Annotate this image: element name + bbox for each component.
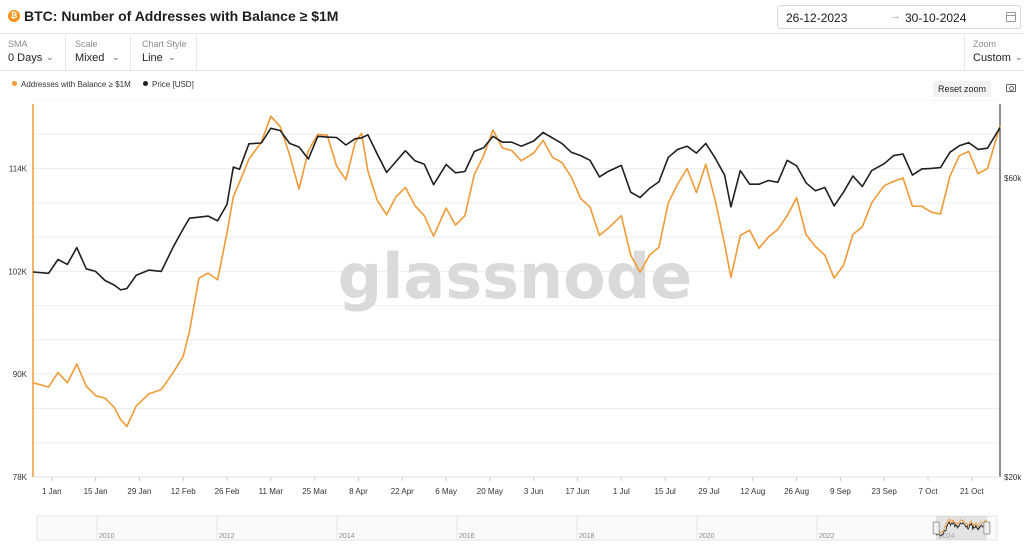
x-tick-label: 29 Jul (698, 487, 720, 496)
navigator-year-label: 2018 (579, 533, 595, 540)
legend-item-addresses[interactable]: Addresses with Balance ≥ $1M (12, 80, 131, 89)
x-tick-label: 15 Jul (654, 487, 676, 496)
y-right-tick-label: $20k (1004, 473, 1022, 482)
zoom-select[interactable]: Zoom Custom ⌄ (964, 35, 1024, 71)
x-tick-label: 11 Mar (259, 487, 284, 496)
header: ₿ BTC: Number of Addresses with Balance … (0, 0, 1024, 34)
y-left-tick-label: 90K (13, 370, 28, 379)
chart-legend: Addresses with Balance ≥ $1M Price [USD] (12, 80, 204, 89)
scale-select[interactable]: Scale Mixed ⌄ (67, 35, 131, 71)
x-tick-label: 7 Oct (918, 487, 938, 496)
legend-label-addresses: Addresses with Balance ≥ $1M (21, 80, 131, 89)
navigator-line-price (936, 521, 988, 537)
x-tick-label: 3 Jun (524, 487, 544, 496)
x-tick-label: 22 Apr (391, 487, 414, 496)
date-end-input[interactable]: 30-10-2024 (905, 11, 967, 25)
reset-zoom-button[interactable]: Reset zoom (933, 81, 991, 97)
navigator-handle-right[interactable] (983, 521, 991, 535)
sma-select[interactable]: SMA 0 Days ⌄ (0, 35, 66, 71)
glassnode-watermark: glassnode (338, 240, 692, 313)
x-tick-label: 1 Jul (613, 487, 630, 496)
x-tick-label: 1 Jan (42, 487, 62, 496)
x-tick-label: 6 May (435, 487, 457, 496)
x-tick-label: 20 May (477, 487, 503, 496)
legend-swatch-addresses (12, 81, 17, 86)
navigator-year-label: 2024 (939, 533, 955, 540)
y-right-tick-label: $60k (1004, 174, 1022, 183)
legend-label-price: Price [USD] (152, 80, 194, 89)
navigator-year-label: 2016 (459, 533, 475, 540)
navigator-year-label: 2014 (339, 533, 355, 540)
page-title: BTC: Number of Addresses with Balance ≥ … (24, 8, 339, 24)
scale-value[interactable]: Mixed (75, 52, 105, 64)
chart-style-select[interactable]: Chart Style Line ⌄ (132, 35, 197, 71)
date-start-input[interactable]: 26-12-2023 (786, 11, 848, 25)
x-tick-label: 21 Oct (960, 487, 984, 496)
zoom-label: Zoom (973, 39, 997, 49)
x-tick-label: 23 Sep (872, 487, 898, 496)
bitcoin-icon: ₿ (8, 10, 20, 22)
x-tick-label: 12 Aug (740, 487, 765, 496)
x-tick-label: 12 Feb (171, 487, 196, 496)
chevron-down-icon: ⌄ (46, 52, 54, 62)
x-tick-label: 9 Sep (830, 487, 851, 496)
calendar-icon[interactable] (1006, 12, 1016, 22)
navigator-handle-left[interactable] (932, 521, 940, 535)
chevron-down-icon: ⌄ (1015, 52, 1023, 62)
navigator[interactable]: 2010 2012 2014 2016 2018 2020 2022 2024 (0, 512, 1024, 544)
sma-value[interactable]: 0 Days (8, 52, 43, 64)
navigator-year-label: 2010 (99, 533, 115, 540)
navigator-year-label: 2012 (219, 533, 235, 540)
zoom-value[interactable]: Custom (973, 52, 1011, 64)
axes-layer: 78K 90K 102K 114K $20k $60k 1 Jan 15 Jan 29 Jan 1… (8, 104, 1022, 496)
navigator-year-label: 2020 (699, 533, 715, 540)
chart-style-label: Chart Style (142, 39, 187, 49)
navigator-year-label: 2022 (819, 533, 835, 540)
camera-icon[interactable] (1006, 84, 1016, 92)
series-layer (32, 115, 1001, 428)
series-line-price[interactable] (32, 127, 1001, 291)
x-tick-label: 26 Feb (215, 487, 240, 496)
y-left-tick-label: 102K (8, 267, 27, 276)
x-tick-label: 29 Jan (127, 487, 151, 496)
chevron-down-icon: ⌄ (112, 52, 120, 62)
date-arrow-icon: → (890, 10, 901, 22)
legend-item-price[interactable]: Price [USD] (143, 80, 194, 89)
x-tick-label: 26 Aug (784, 487, 809, 496)
controls-bar: SMA 0 Days ⌄ Scale Mixed ⌄ Chart Style L… (0, 35, 1024, 71)
x-tick-label: 15 Jan (84, 487, 108, 496)
legend-swatch-price (143, 81, 149, 86)
main-chart[interactable]: glassnode 78K 90K 102K 114K $20k $60k 1 Jan 15 … (0, 100, 1024, 510)
x-tick-label: 8 Apr (349, 487, 368, 496)
chevron-down-icon: ⌄ (168, 52, 176, 62)
series-line-addresses[interactable] (32, 115, 1001, 428)
y-left-tick-label: 114K (9, 165, 28, 174)
sma-label: SMA (8, 39, 28, 49)
x-tick-label: 25 Mar (302, 487, 327, 496)
scale-label: Scale (75, 39, 98, 49)
navigator-track (36, 515, 998, 541)
navigator-layer: 2010 2012 2014 2016 2018 2020 2022 2024 (36, 515, 998, 541)
date-range-picker[interactable]: 26-12-2023 → 30-10-2024 (777, 5, 1021, 29)
navigator-line-addresses (936, 518, 988, 534)
chart-style-value[interactable]: Line (142, 52, 163, 64)
y-left-tick-label: 78K (13, 473, 28, 482)
x-tick-label: 17 Jun (566, 487, 590, 496)
